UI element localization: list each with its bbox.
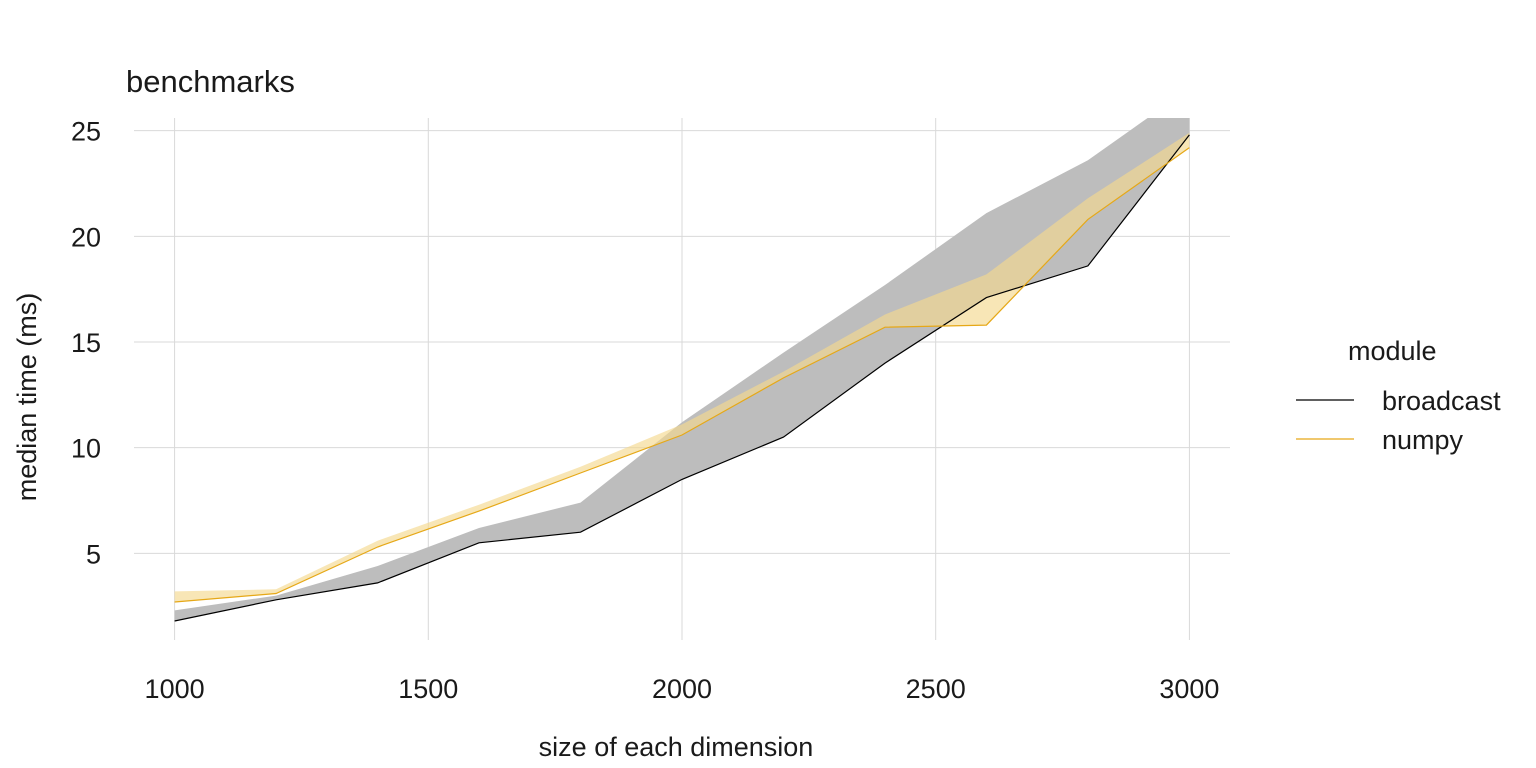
series-lines	[174, 134, 1190, 622]
y-tick-labels: 5 10 15 20 25	[71, 117, 101, 570]
x-tick-label-1: 1500	[398, 674, 458, 704]
x-tick-label-2: 2000	[652, 674, 712, 704]
band-broadcast	[174, 118, 1190, 621]
x-tick-label-4: 3000	[1159, 674, 1219, 704]
y-tick-label-1: 10	[71, 434, 101, 464]
line-numpy	[174, 147, 1190, 603]
legend-items: broadcast numpy	[1296, 386, 1501, 455]
legend: module broadcast numpy	[1296, 336, 1501, 455]
legend-label-broadcast: broadcast	[1382, 386, 1501, 416]
y-axis-label: median time (ms)	[12, 293, 42, 502]
chart-title: benchmarks	[126, 64, 295, 99]
legend-label-numpy: numpy	[1382, 425, 1464, 455]
x-axis-label: size of each dimension	[539, 732, 814, 762]
x-tick-labels: 1000 1500 2000 2500 3000	[145, 674, 1220, 704]
y-tick-label-0: 5	[86, 539, 101, 569]
y-tick-label-3: 20	[71, 222, 101, 252]
confidence-bands	[174, 118, 1190, 621]
x-tick-label-3: 2500	[906, 674, 966, 704]
y-tick-label-4: 25	[71, 117, 101, 147]
line-broadcast	[174, 134, 1190, 622]
y-tick-label-2: 15	[71, 328, 101, 358]
legend-title: module	[1348, 336, 1437, 366]
x-tick-label-0: 1000	[145, 674, 205, 704]
